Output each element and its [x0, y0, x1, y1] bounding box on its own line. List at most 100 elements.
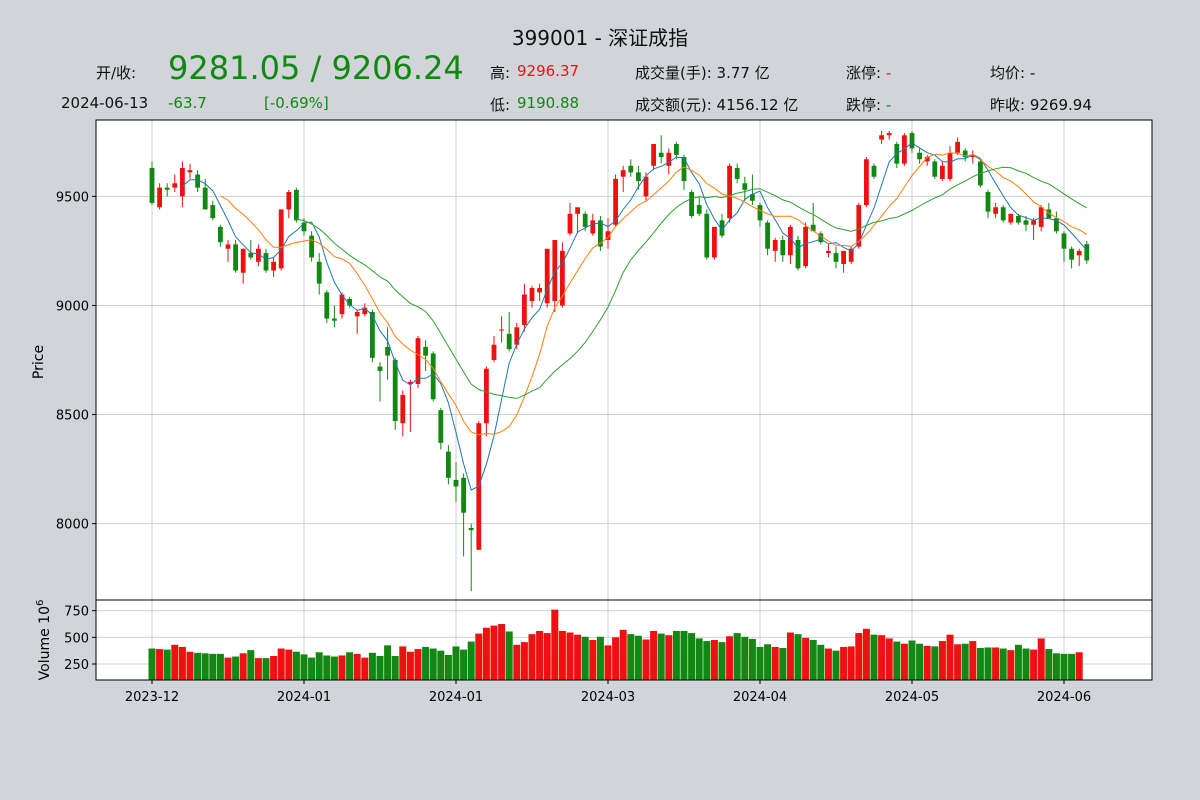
volume-bar — [292, 651, 300, 680]
candle-body — [354, 312, 360, 317]
volume-bar — [855, 633, 863, 680]
volume-bar — [156, 649, 164, 680]
candle-body — [636, 172, 641, 182]
volume-panel-border — [95, 599, 1153, 681]
candle-body — [803, 226, 808, 267]
volume-bar — [1007, 650, 1015, 680]
volume-bar — [315, 652, 323, 680]
volume-bar — [452, 646, 460, 680]
price-panel — [96, 120, 1152, 600]
volume-bar — [976, 648, 984, 680]
volume-bar — [1022, 648, 1030, 680]
candle-body — [833, 253, 839, 262]
candle-body — [484, 368, 489, 424]
candle-body — [1069, 248, 1074, 260]
avg-price-stat: 均价: - — [990, 62, 1035, 83]
volume-stat: 成交量(手): 3.77 亿 — [635, 62, 770, 83]
volume-bar — [680, 630, 688, 680]
candle-body — [856, 205, 862, 247]
candle-body — [218, 226, 223, 243]
volume-bar — [870, 634, 878, 680]
x-tick-label: 2024-03 — [581, 690, 635, 705]
volume-bar — [171, 644, 179, 680]
volume-bar — [490, 625, 498, 680]
candle-body — [871, 165, 877, 177]
volume-bar — [376, 656, 384, 680]
limit-down-stat: 跌停: - — [846, 94, 891, 115]
volume-bar — [300, 654, 308, 680]
candle-body — [286, 192, 292, 210]
volume-bar — [893, 641, 901, 680]
volume-bar — [650, 630, 658, 680]
candle-body — [256, 248, 261, 262]
candle-body — [332, 318, 337, 321]
volume-bar — [832, 650, 840, 680]
volume-bar — [505, 631, 513, 680]
volume-bar — [330, 656, 338, 680]
candle-body — [955, 141, 960, 153]
candle-body — [506, 333, 512, 350]
candle-body — [712, 226, 717, 258]
volume-bar — [710, 640, 718, 680]
candle-body — [491, 344, 497, 360]
amount-label: 成交额(元): — [635, 96, 712, 114]
candle-body — [780, 240, 786, 256]
ma5-line — [182, 142, 1088, 491]
price-axis-label: Price — [31, 345, 47, 379]
volume-bar — [528, 634, 536, 680]
volume-bar — [741, 636, 749, 680]
candle-body — [810, 224, 816, 232]
prev-close-value: 9269.94 — [1029, 96, 1092, 114]
candle-body — [841, 250, 846, 264]
volume-bar — [779, 648, 787, 680]
candle-body — [195, 174, 200, 188]
ma10-line — [220, 152, 1088, 436]
candle-body — [734, 168, 740, 179]
volume-tick-label: 750 — [64, 605, 89, 620]
candle-body — [985, 192, 991, 212]
volume-bar — [748, 638, 756, 680]
candle-body — [468, 528, 474, 531]
candle-body — [233, 244, 238, 271]
candle-body — [1000, 207, 1006, 221]
volume-bar — [543, 633, 551, 680]
candle-body — [932, 161, 938, 177]
volume-bar — [406, 651, 414, 680]
candle-body — [1061, 233, 1067, 249]
volume-bar — [338, 655, 346, 680]
candle-body — [552, 240, 558, 302]
volume-bar — [520, 642, 528, 680]
candles — [149, 130, 1090, 592]
candle-body — [704, 213, 710, 258]
volume-bar — [384, 645, 392, 680]
volume-bar — [786, 632, 794, 680]
volume-bar — [391, 656, 399, 680]
volume-bar — [718, 642, 726, 680]
candle-body — [879, 135, 884, 140]
high-label: 高: — [490, 64, 511, 82]
x-tick-label: 2023-12 — [125, 690, 179, 705]
volume-bar — [908, 640, 916, 680]
volume-bar — [619, 629, 627, 680]
volume-bar — [194, 652, 202, 680]
volume-bar — [824, 648, 832, 680]
candle-body — [339, 294, 345, 315]
candle-body — [567, 213, 573, 234]
volume-bar — [954, 644, 962, 680]
volume-bar — [756, 646, 764, 680]
limit-up-label: 涨停: — [846, 64, 882, 82]
volume-bar — [414, 649, 422, 680]
candle-body — [347, 298, 352, 306]
volume-bar — [809, 640, 817, 680]
candle-body — [430, 353, 436, 400]
candle-body — [750, 194, 755, 201]
volume-bar — [270, 656, 278, 680]
candle-body — [598, 220, 603, 247]
candle-body — [590, 220, 596, 234]
candle-body — [993, 207, 998, 214]
candle-body — [666, 152, 672, 166]
volume-label: 成交量(手): — [635, 64, 712, 82]
volume-bar — [163, 649, 171, 680]
volume-bar — [1030, 649, 1038, 680]
volume-bar — [368, 652, 376, 680]
